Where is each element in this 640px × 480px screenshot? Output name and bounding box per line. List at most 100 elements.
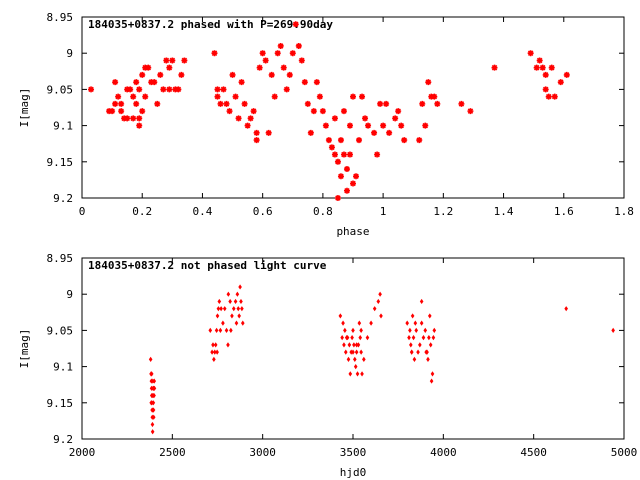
data-point-core [218, 101, 223, 106]
data-point [611, 327, 615, 333]
data-point-core [125, 116, 130, 121]
plot-title: 184035+0837.2 not phased light curve [88, 259, 327, 272]
data-point-core [143, 94, 148, 99]
data-point [235, 291, 240, 297]
data-point-core [290, 51, 295, 56]
data-point [376, 298, 381, 305]
data-point [419, 298, 424, 305]
data-point-core [227, 109, 232, 114]
data-point [428, 342, 433, 348]
x-tick-label: 5000 [611, 446, 638, 459]
data-point-core [393, 116, 398, 121]
data-point [410, 313, 415, 319]
data-point-core [89, 87, 94, 92]
data-point [354, 349, 359, 355]
data-point [211, 342, 215, 348]
data-point-core [326, 138, 331, 143]
data-point-core [468, 109, 473, 114]
data-point-core [332, 116, 337, 121]
data-point-core [221, 87, 226, 92]
data-point-core [335, 159, 340, 164]
data-point-core [119, 109, 124, 114]
x-tick-label: 1 [380, 205, 387, 218]
data-point [362, 356, 366, 362]
data-point-core [402, 138, 407, 143]
data-point-core [351, 181, 355, 186]
data-point-core [131, 94, 136, 99]
data-point [378, 291, 382, 297]
data-point-core [146, 65, 151, 70]
y-tick-label: 9 [66, 288, 73, 301]
data-point [424, 349, 428, 355]
data-point-core [269, 72, 274, 77]
x-tick-label: 1.4 [494, 205, 514, 218]
data-point-core [257, 65, 262, 70]
data-point-core [251, 109, 256, 114]
data-point-core [363, 116, 368, 121]
data-point [426, 356, 430, 362]
data-point [414, 327, 419, 333]
data-point [419, 320, 424, 326]
data-point-core [335, 196, 340, 200]
data-point-core [224, 101, 229, 106]
data-point-core [233, 94, 238, 99]
x-axis-title: hjd0 [340, 466, 367, 479]
data-point-core [302, 80, 307, 85]
data-point-core [564, 72, 569, 77]
data-point [354, 342, 359, 348]
data-point [228, 298, 232, 305]
data-point [350, 335, 354, 341]
data-point [218, 327, 223, 333]
data-point-core [236, 116, 241, 121]
data-point-core [378, 101, 383, 106]
data-point-core [387, 130, 392, 135]
data-point-core [260, 51, 265, 56]
data-point [149, 371, 154, 377]
data-point-core [347, 123, 352, 128]
data-point [215, 349, 219, 355]
data-point-core [347, 152, 352, 157]
data-point [351, 327, 355, 333]
data-point-core [423, 123, 428, 128]
data-point [429, 378, 434, 384]
data-point [360, 371, 364, 377]
data-point-core [549, 65, 554, 70]
data-point [347, 342, 352, 348]
data-point [151, 407, 155, 413]
data-point [215, 313, 220, 319]
data-point [358, 335, 363, 341]
data-point [408, 327, 412, 333]
data-point-core [308, 130, 313, 135]
data-point [237, 313, 241, 319]
data-point-core [254, 130, 259, 135]
data-point-core [245, 123, 250, 128]
x-tick-label: 3000 [249, 446, 276, 459]
plot-frame [81, 257, 625, 440]
data-point-core [158, 72, 163, 77]
data-point [230, 313, 234, 319]
data-point-core [110, 109, 115, 114]
data-point-core [266, 130, 271, 135]
data-point-core [375, 152, 380, 157]
data-point [340, 335, 344, 341]
data-point [365, 335, 370, 341]
data-point-core [212, 51, 217, 56]
data-point-core [179, 72, 184, 77]
data-point [346, 356, 351, 362]
data-point [564, 306, 568, 312]
data-point [405, 320, 409, 326]
data-point-core [351, 94, 355, 99]
data-point [372, 306, 377, 312]
data-point-core [263, 58, 268, 63]
data-point-core [170, 58, 175, 63]
data-point-core [329, 145, 334, 150]
y-axis-title: I[mag] [18, 329, 31, 369]
data-point [239, 298, 243, 305]
x-tick-label: 4500 [520, 446, 547, 459]
data-point-core [167, 87, 172, 92]
data-point-core [396, 109, 401, 114]
data-point [208, 327, 213, 333]
y-tick-label: 9.1 [53, 120, 73, 133]
data-point [224, 327, 229, 333]
data-point [353, 356, 357, 362]
